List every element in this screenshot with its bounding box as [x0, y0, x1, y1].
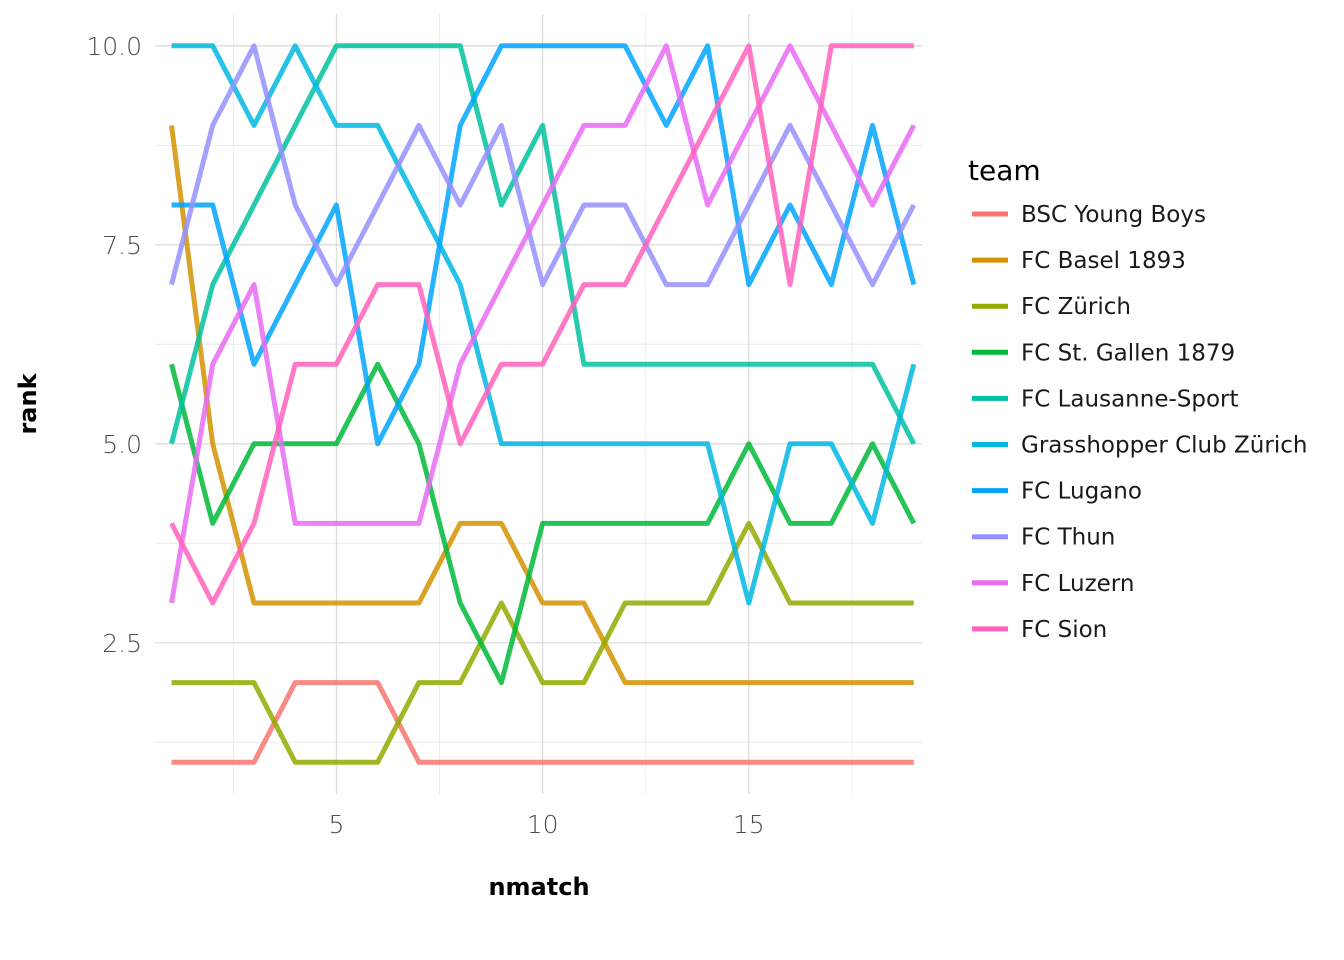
legend-label: Grasshopper Club Zürich [1021, 433, 1307, 459]
legend-label: FC Zürich [1021, 294, 1131, 320]
y-tick-label: 5.0 [102, 430, 142, 459]
y-tick-label: 2.5 [102, 629, 142, 658]
series-lines [169, 43, 917, 765]
series-line [169, 43, 914, 606]
legend-label: FC Lausanne-Sport [1021, 386, 1239, 412]
series-line [171, 43, 917, 447]
legend-label: FC Luzern [1021, 571, 1134, 597]
legend-label: BSC Young Boys [1021, 202, 1206, 228]
legend-label: FC Lugano [1021, 479, 1142, 505]
y-tick-label: 10.0 [86, 32, 142, 61]
x-tick-label: 5 [328, 810, 344, 839]
legend-label: FC St. Gallen 1879 [1021, 340, 1235, 366]
series-line [169, 125, 914, 686]
axes: 5 10 15 2.5 5.0 7.5 10.0 [86, 32, 764, 839]
y-tick-label: 7.5 [102, 231, 142, 260]
series-line [171, 520, 914, 765]
legend: team BSC Young Boys FC Basel 1893 FC Züric… [968, 154, 1307, 643]
x-axis-title: nmatch [488, 873, 589, 901]
legend-title: team [968, 154, 1041, 187]
x-tick-label: 10 [527, 810, 559, 839]
series-line [171, 680, 914, 765]
series-line [169, 43, 917, 445]
series-line [169, 43, 917, 604]
series-line [171, 43, 917, 606]
series-line [169, 361, 917, 686]
y-axis-title: rank [14, 372, 42, 434]
legend-label: FC Sion [1021, 617, 1107, 643]
x-tick-label: 15 [733, 810, 765, 839]
series-line [169, 43, 917, 288]
legend-label: FC Basel 1893 [1021, 248, 1186, 274]
legend-label: FC Thun [1021, 525, 1115, 551]
